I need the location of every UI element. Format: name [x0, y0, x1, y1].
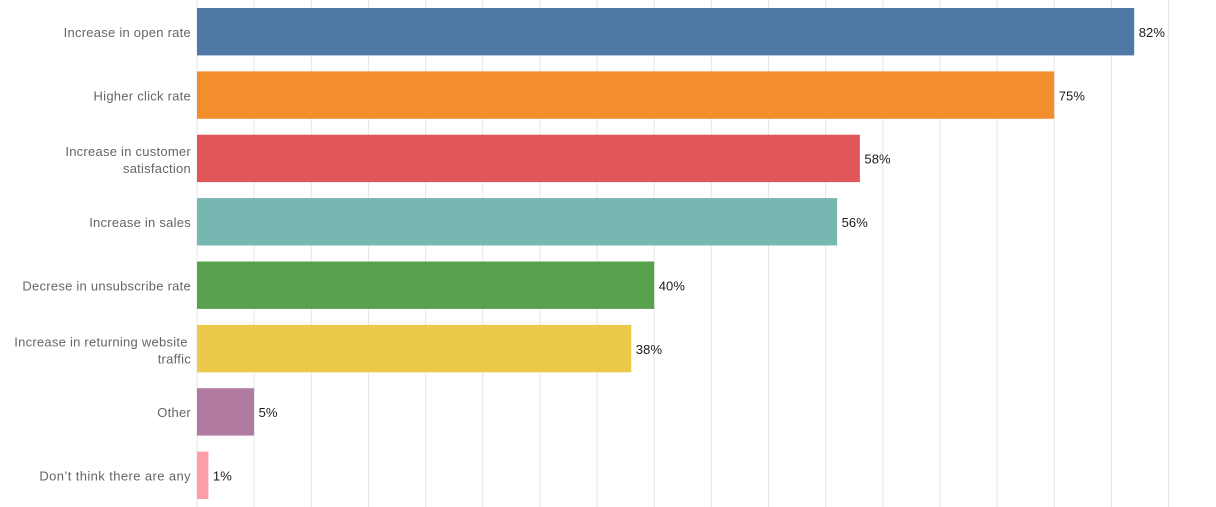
svg-text:38%: 38% [636, 342, 663, 357]
svg-text:40%: 40% [659, 279, 686, 294]
svg-text:5%: 5% [259, 405, 278, 420]
svg-text:satisfaction: satisfaction [123, 161, 191, 176]
svg-text:Other: Other [157, 405, 191, 420]
svg-text:58%: 58% [864, 152, 891, 167]
svg-text:Increase in customer: Increase in customer [65, 144, 191, 159]
svg-text:56%: 56% [842, 215, 869, 230]
svg-text:82%: 82% [1139, 25, 1166, 40]
svg-text:Increase in sales: Increase in sales [89, 215, 191, 230]
svg-text:Don’t think there are any: Don’t think there are any [39, 469, 191, 484]
svg-text:75%: 75% [1059, 88, 1086, 103]
svg-text:Increase in returning website: Increase in returning website [14, 334, 187, 349]
svg-text:Higher click rate: Higher click rate [94, 88, 191, 103]
svg-text:traffic: traffic [158, 351, 192, 366]
svg-text:1%: 1% [213, 469, 232, 484]
svg-text:Increase in open rate: Increase in open rate [64, 25, 191, 40]
svg-text:Decrese in unsubscribe rate: Decrese in unsubscribe rate [22, 279, 191, 294]
